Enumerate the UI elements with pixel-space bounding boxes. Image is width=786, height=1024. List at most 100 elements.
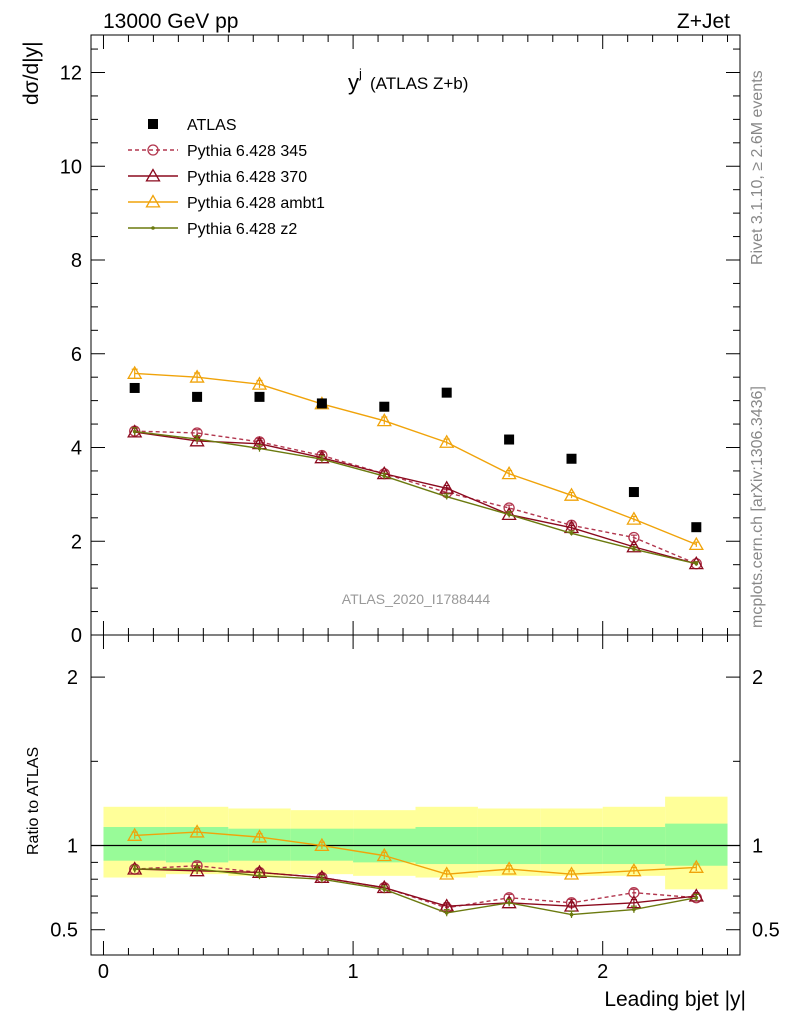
main-line-pythia-6-428-ambt1 xyxy=(134,372,697,546)
rivet-version-label: Rivet 3.1.10, ≥ 2.6M events xyxy=(749,70,766,265)
main-point-pythia-6-428-z2 xyxy=(632,547,636,552)
main-title-suffix: (ATLAS Z+b) xyxy=(370,74,468,93)
main-point-pythia-6-428-z2 xyxy=(195,437,199,441)
ratio-point-pythia-6-428-345 xyxy=(628,887,640,899)
main-ytick-label: 6 xyxy=(71,344,82,366)
main-point-atlas xyxy=(628,487,639,498)
mcplots-label: mcplots.cern.ch [arXiv:1306.3436] xyxy=(749,386,766,628)
ratio-ytick-label-right: 2 xyxy=(752,667,763,689)
main-point-pythia-6-428-z2 xyxy=(569,531,574,536)
ratio-point-pythia-6-428-ambt1 xyxy=(563,866,580,880)
ratio-line-pythia-6-428-z2 xyxy=(134,868,697,916)
main-point-pythia-6-428-ambt1 xyxy=(189,369,205,383)
legend-marker-atlas xyxy=(148,119,158,129)
main-series-pythia-6-428-345 xyxy=(129,425,702,570)
ratio-point-pythia-6-428-z2 xyxy=(632,907,636,912)
main-point-pythia-6-428-z2 xyxy=(444,494,449,499)
legend-label-pythia-6-428-z2: Pythia 6.428 z2 xyxy=(187,221,297,238)
ratio-point-pythia-6-428-ambt1 xyxy=(626,862,642,877)
main-point-pythia-6-428-z2 xyxy=(382,474,387,478)
header-channel: Z+Jet xyxy=(677,10,730,33)
legend-label-pythia-6-428-370: Pythia 6.428 370 xyxy=(187,169,307,186)
ratio-stat-uncertainty-band xyxy=(665,823,728,866)
ratio-point-pythia-6-428-ambt1 xyxy=(314,837,330,852)
main-point-pythia-6-428-z2 xyxy=(132,429,137,434)
ratio-point-pythia-6-428-z2 xyxy=(569,912,574,917)
ratio-line-pythia-6-428-370 xyxy=(134,868,697,907)
ratio-point-pythia-6-428-370 xyxy=(501,894,517,909)
main-point-pythia-6-428-z2 xyxy=(257,446,262,451)
ratio-point-pythia-6-428-ambt1 xyxy=(376,847,392,862)
ratio-ytick-label: 1 xyxy=(67,836,78,858)
ratio-ytick-label-right: 1 xyxy=(752,836,763,858)
ratio-point-pythia-6-428-z2 xyxy=(507,900,511,905)
legend-marker-pythia-6-428-370 xyxy=(145,168,161,182)
ratio-point-pythia-6-428-z2 xyxy=(444,911,449,915)
ratio-xtick-label: 2 xyxy=(597,961,608,983)
main-point-pythia-6-428-z2 xyxy=(320,457,324,462)
ratio-point-pythia-6-428-ambt1 xyxy=(439,866,455,880)
ratio-plot-panel: Ratio to ATLAS Leading bjet |y| 0.5 0.5 1 1… xyxy=(25,634,780,1011)
ratio-point-pythia-6-428-ambt1 xyxy=(501,861,517,875)
main-point-pythia-6-428-z2 xyxy=(507,512,511,517)
ratio-point-pythia-6-428-z2 xyxy=(257,874,262,878)
ratio-ytick-label: 0.5 xyxy=(50,920,78,942)
main-point-atlas xyxy=(316,398,327,409)
main-point-atlas xyxy=(379,401,390,412)
main-point-atlas xyxy=(129,382,140,393)
main-line-pythia-6-428-345 xyxy=(134,430,697,565)
legend-marker-pythia-6-428-345 xyxy=(147,144,159,156)
legend-label-pythia-6-428-345: Pythia 6.428 345 xyxy=(187,143,307,160)
ratio-plot-frame xyxy=(90,634,741,956)
ratio-series-pythia-6-428-ambt1 xyxy=(127,824,704,880)
main-line-pythia-6-428-z2 xyxy=(134,430,697,565)
main-point-pythia-6-428-ambt1 xyxy=(688,536,704,551)
main-series-atlas xyxy=(129,382,702,533)
main-series-pythia-6-428-z2 xyxy=(131,427,700,566)
ratio-y-axis-label: Ratio to ATLAS xyxy=(25,747,42,855)
main-point-pythia-6-428-370 xyxy=(127,424,143,438)
legend-label-atlas: ATLAS xyxy=(187,117,237,134)
main-point-atlas xyxy=(192,391,203,402)
ratio-line-pythia-6-428-ambt1 xyxy=(134,831,697,875)
main-point-pythia-6-428-345 xyxy=(628,531,640,544)
main-y-axis-label: dσ/d|y| xyxy=(20,41,43,105)
legend-marker-pythia-6-428-ambt1 xyxy=(145,194,161,208)
ratio-xtick-label: 0 xyxy=(98,961,109,983)
main-series-pythia-6-428-ambt1 xyxy=(127,365,704,551)
ratio-point-pythia-6-428-z2 xyxy=(694,895,699,900)
ratio-ytick-label-right: 0.5 xyxy=(752,920,780,942)
main-point-pythia-6-428-ambt1 xyxy=(439,434,455,448)
main-point-pythia-6-428-370 xyxy=(626,539,642,553)
main-ytick-label: 0 xyxy=(71,625,82,647)
main-point-atlas xyxy=(566,453,577,464)
legend-marker-pythia-6-428-z2 xyxy=(151,226,155,230)
main-point-atlas xyxy=(691,522,702,533)
main-point-atlas xyxy=(504,434,515,445)
legend: ATLAS Pythia 6.428 345 Pythia 6.428 370 Pyt… xyxy=(128,117,325,238)
ratio-line-pythia-6-428-345 xyxy=(134,865,697,909)
main-title-var: y xyxy=(348,70,359,95)
main-point-pythia-6-428-ambt1 xyxy=(251,376,268,390)
main-series-pythia-6-428-370 xyxy=(127,424,704,570)
ratio-point-pythia-6-428-z2 xyxy=(320,877,324,882)
analysis-watermark: ATLAS_2020_I1788444 xyxy=(342,591,491,607)
ratio-point-pythia-6-428-ambt1 xyxy=(251,829,268,843)
main-line-pythia-6-428-370 xyxy=(134,431,697,565)
ratio-point-pythia-6-428-ambt1 xyxy=(688,859,704,873)
main-point-atlas xyxy=(441,387,452,398)
main-point-atlas xyxy=(254,391,265,402)
main-ytick-label: 12 xyxy=(60,63,82,85)
main-point-pythia-6-428-ambt1 xyxy=(127,365,143,379)
legend-label-pythia-6-428-ambt1: Pythia 6.428 ambt1 xyxy=(187,195,325,212)
ratio-series-pythia-6-428-z2 xyxy=(131,865,700,918)
main-point-pythia-6-428-370 xyxy=(439,480,455,494)
main-point-pythia-6-428-ambt1 xyxy=(501,465,517,480)
main-ytick-label: 8 xyxy=(71,250,82,272)
ratio-point-pythia-6-428-z2 xyxy=(382,887,387,892)
main-point-pythia-6-428-370 xyxy=(314,450,330,464)
main-ytick-label: 2 xyxy=(71,531,82,553)
main-point-pythia-6-428-ambt1 xyxy=(563,487,580,501)
main-title-sup: j xyxy=(358,66,362,81)
